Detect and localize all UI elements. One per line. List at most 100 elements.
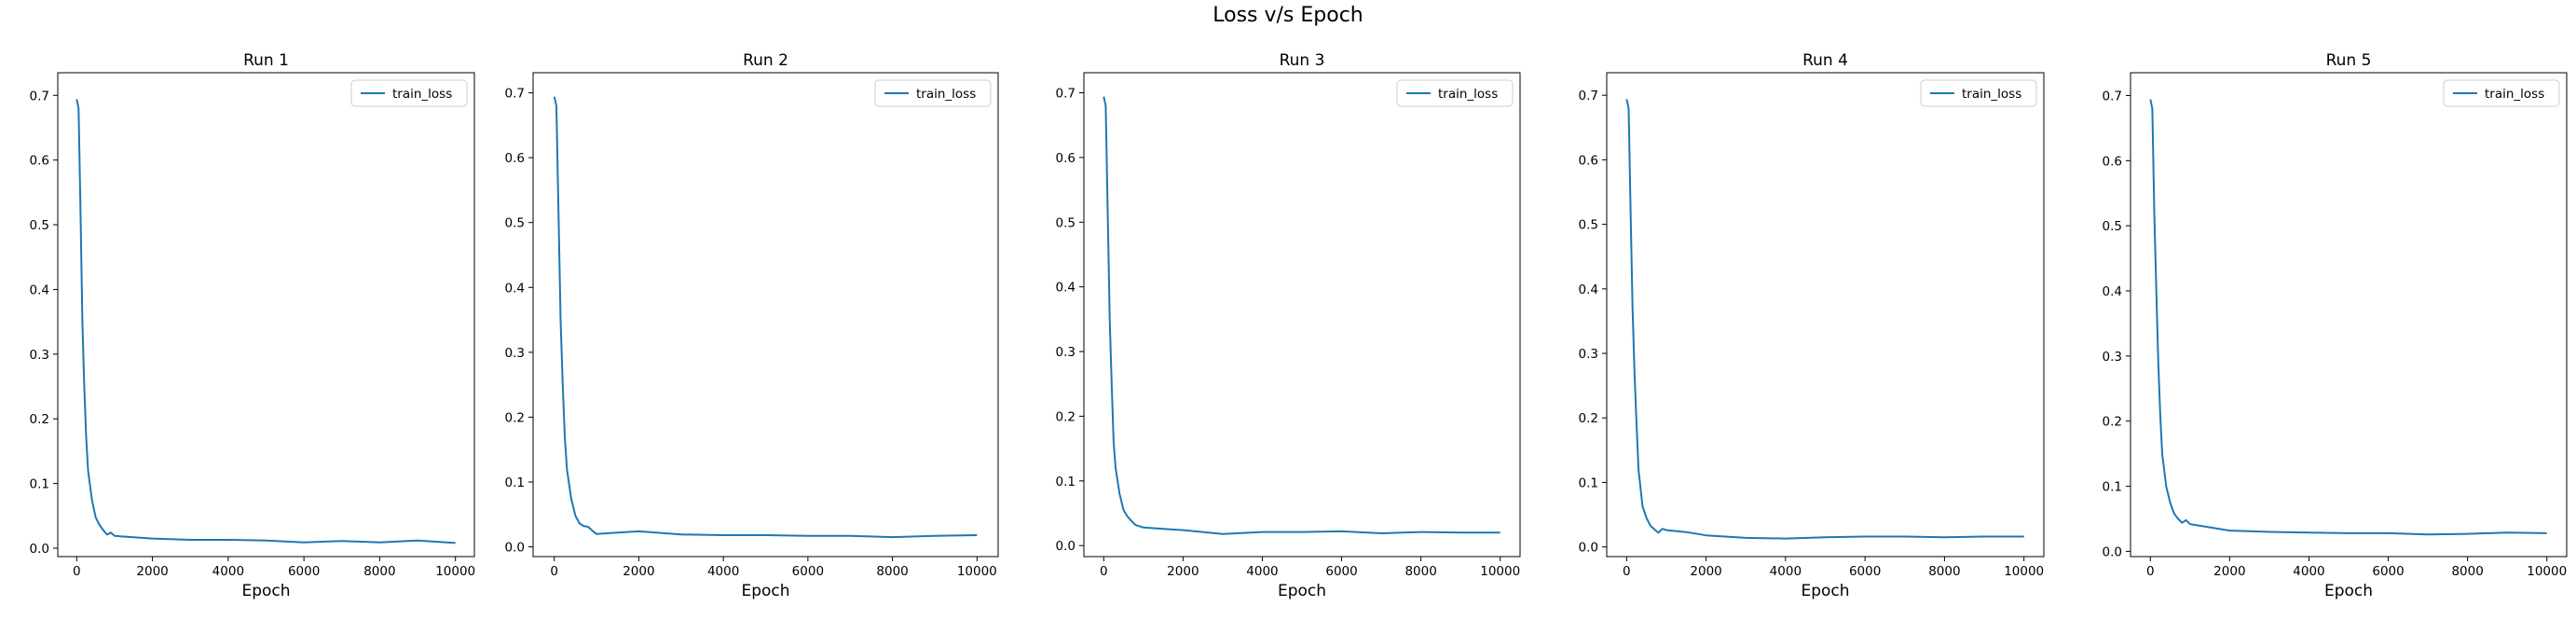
y-tick-label: 0.7 — [2103, 89, 2122, 103]
x-tick-label: 8000 — [2451, 564, 2483, 579]
x-tick-label: 10000 — [957, 564, 997, 579]
x-tick-label: 4000 — [1246, 564, 1278, 579]
y-tick-label: 0.0 — [505, 541, 525, 556]
y-tick-label: 0.3 — [505, 346, 525, 361]
y-tick-label: 0.4 — [505, 281, 525, 296]
subplot-title: Run 4 — [1802, 51, 1848, 70]
y-tick-label: 0.6 — [2103, 154, 2122, 169]
y-tick-label: 0.5 — [1056, 215, 1076, 230]
x-tick-label: 0 — [1100, 564, 1108, 579]
x-tick-label: 10000 — [1480, 564, 1520, 579]
y-tick-label: 0.1 — [1056, 475, 1076, 489]
x-tick-label: 6000 — [2372, 564, 2404, 579]
legend-label: train_loss — [916, 87, 976, 102]
y-tick-label: 0.3 — [1056, 345, 1076, 360]
x-tick-label: 2000 — [1167, 564, 1199, 579]
axes-frame — [532, 72, 999, 558]
y-tick-label: 0.1 — [1579, 475, 1598, 490]
y-tick-label: 0.6 — [505, 151, 525, 166]
x-tick-label: 10000 — [2527, 564, 2567, 579]
y-tick-label: 0.2 — [1056, 409, 1076, 424]
legend: train_loss — [2443, 79, 2560, 107]
series-line-train-loss — [553, 96, 978, 539]
y-tick-label: 0.1 — [505, 475, 525, 490]
y-tick-label: 0.3 — [30, 348, 49, 363]
legend-box — [350, 79, 468, 107]
legend-label: train_loss — [1962, 87, 2021, 102]
x-tick-label: 2000 — [2213, 564, 2245, 579]
y-tick-label: 0.0 — [1579, 541, 1598, 556]
subplot-run-3: Run 3 0 2000 4000 6000 8000 10000 0.0 0.1 0.2 0.3 0… — [1056, 51, 1521, 600]
x-tick-label: 2000 — [136, 564, 168, 579]
subplot-run-2: Run 2 0 2000 4000 6000 8000 10000 0.0 0.1 0.2 0.3 0… — [505, 51, 999, 600]
legend-label: train_loss — [2485, 87, 2544, 102]
y-tick-label: 0.7 — [1579, 89, 1598, 103]
y-tick-label: 0.3 — [1579, 347, 1598, 362]
x-tick-label: 0 — [550, 564, 558, 579]
y-tick-label: 0.6 — [30, 154, 49, 169]
y-tick-label: 0.2 — [30, 412, 49, 427]
y-tick-label: 0.4 — [1579, 282, 1598, 297]
x-tick-label: 8000 — [1928, 564, 1960, 579]
y-tick-label: 0.2 — [2103, 415, 2122, 430]
y-tick-label: 0.0 — [1056, 539, 1076, 554]
y-tick-label: 0.7 — [505, 87, 525, 102]
subplot-run-4: Run 4 0 2000 4000 6000 8000 10000 0.0 0.1 0.2 0.3 0… — [1579, 51, 2045, 600]
y-tick-label: 0.4 — [2103, 284, 2122, 299]
x-tick-label: 4000 — [1770, 564, 1802, 579]
subplot-run-1: Run 1 0 2000 4000 6000 8000 10000 0.0 0.1 0.2 0.3 0… — [30, 51, 476, 600]
y-tick-label: 0.1 — [2103, 480, 2122, 495]
x-tick-label: 6000 — [288, 564, 320, 579]
y-tick-label: 0.0 — [2103, 544, 2122, 559]
x-tick-label: 10000 — [435, 564, 475, 579]
axes-frame — [57, 72, 475, 558]
y-tick-label: 0.6 — [1579, 153, 1598, 168]
y-tick-label: 0.4 — [1056, 281, 1076, 296]
legend-box — [1396, 79, 1514, 107]
legend-box — [1920, 79, 2037, 107]
legend: train_loss — [1396, 79, 1514, 107]
x-tick-label: 6000 — [1325, 564, 1357, 579]
subplot-title: Run 5 — [2326, 51, 2372, 70]
x-tick-label: 6000 — [792, 564, 824, 579]
x-tick-label: 4000 — [2293, 564, 2324, 579]
x-tick-label: 0 — [1623, 564, 1631, 579]
x-axis-label: Epoch — [241, 582, 290, 600]
series-line-train-loss — [1103, 96, 1500, 535]
subplot-run-5: Run 5 0 2000 4000 6000 8000 10000 0.0 0.1 0.2 0.3 0… — [2103, 51, 2568, 600]
axes-frame — [1083, 72, 1521, 558]
y-tick-label: 0.7 — [30, 89, 49, 103]
x-tick-label: 6000 — [1849, 564, 1881, 579]
series-line-train-loss — [75, 99, 456, 544]
y-tick-label: 0.4 — [30, 282, 49, 297]
y-tick-label: 0.5 — [1579, 218, 1598, 233]
y-tick-label: 0.2 — [505, 410, 525, 425]
y-tick-label: 0.5 — [30, 218, 49, 233]
x-axis-label: Epoch — [1278, 582, 1326, 600]
x-tick-label: 4000 — [212, 564, 244, 579]
x-axis-label: Epoch — [741, 582, 789, 600]
x-axis-label: Epoch — [2324, 582, 2373, 600]
legend: train_loss — [350, 79, 468, 107]
y-tick-label: 0.6 — [1056, 151, 1076, 166]
legend-box — [2443, 79, 2560, 107]
x-tick-label: 8000 — [876, 564, 908, 579]
y-tick-label: 0.5 — [505, 216, 525, 231]
x-tick-label: 8000 — [363, 564, 395, 579]
y-tick-label: 0.7 — [1056, 87, 1076, 102]
legend-label: train_loss — [392, 87, 452, 102]
x-axis-label: Epoch — [1801, 582, 1849, 600]
y-tick-label: 0.1 — [30, 477, 49, 492]
legend-label: train_loss — [1438, 87, 1498, 102]
legend: train_loss — [874, 79, 992, 107]
x-tick-label: 10000 — [2004, 564, 2044, 579]
figure-title: Loss v/s Epoch — [1213, 4, 1363, 27]
subplot-title: Run 2 — [743, 51, 788, 70]
y-tick-label: 0.5 — [2103, 219, 2122, 234]
x-tick-label: 2000 — [623, 564, 654, 579]
x-tick-label: 0 — [2146, 564, 2155, 579]
x-tick-label: 4000 — [707, 564, 739, 579]
legend: train_loss — [1920, 79, 2037, 107]
y-tick-label: 0.0 — [30, 542, 49, 557]
